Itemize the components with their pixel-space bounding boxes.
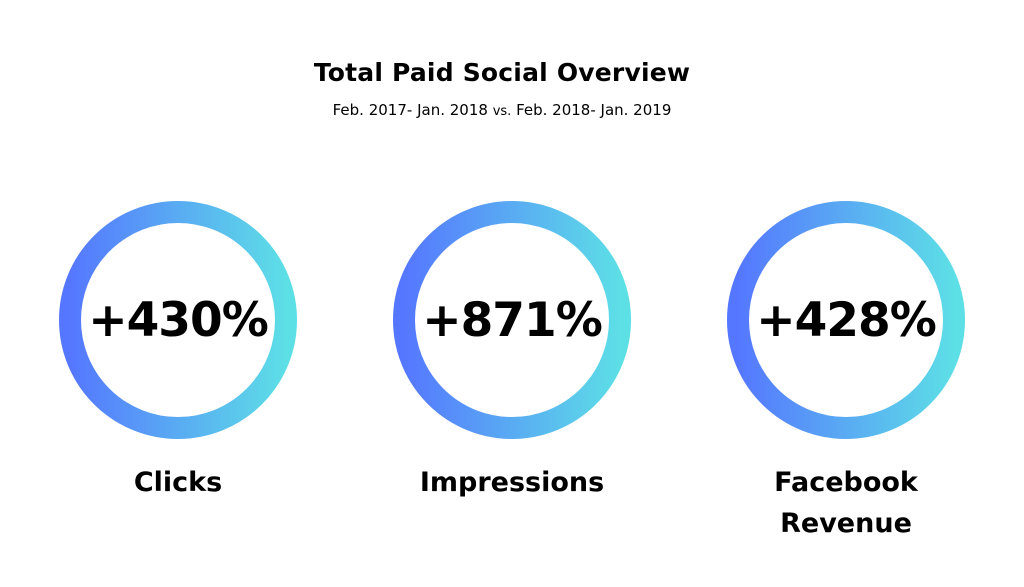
metric-clicks: +430% Clicks: [58, 200, 298, 540]
metric-facebook-revenue: +428% Facebook Revenue: [726, 200, 966, 540]
period-previous: Feb. 2018- Jan. 2019: [516, 101, 672, 119]
metric-impressions: +871% Impressions: [392, 200, 632, 540]
metric-value: +430%: [88, 292, 269, 348]
metric-label-line: Clicks: [133, 467, 223, 498]
date-range-subtitle: Feb. 2017- Jan. 2018 vs. Feb. 2018- Jan.…: [0, 101, 1004, 119]
metric-label: Clicks: [28, 462, 328, 503]
metric-label: Impressions: [362, 462, 662, 503]
metric-label-line: Impressions: [419, 467, 605, 498]
page-title: Total Paid Social Overview: [313, 58, 691, 87]
metric-label: Facebook Revenue: [696, 462, 996, 544]
period-current: Feb. 2017- Jan. 2018: [332, 101, 488, 119]
metric-label-line: Revenue: [780, 508, 912, 539]
ring-icon: [393, 201, 631, 439]
ring-icon: [59, 201, 297, 439]
ring-icon: [727, 201, 965, 439]
metric-label-line: Facebook: [774, 467, 918, 498]
metric-value: +428%: [756, 292, 937, 348]
vs-label: vs.: [492, 104, 512, 119]
metric-value: +871%: [422, 292, 603, 348]
